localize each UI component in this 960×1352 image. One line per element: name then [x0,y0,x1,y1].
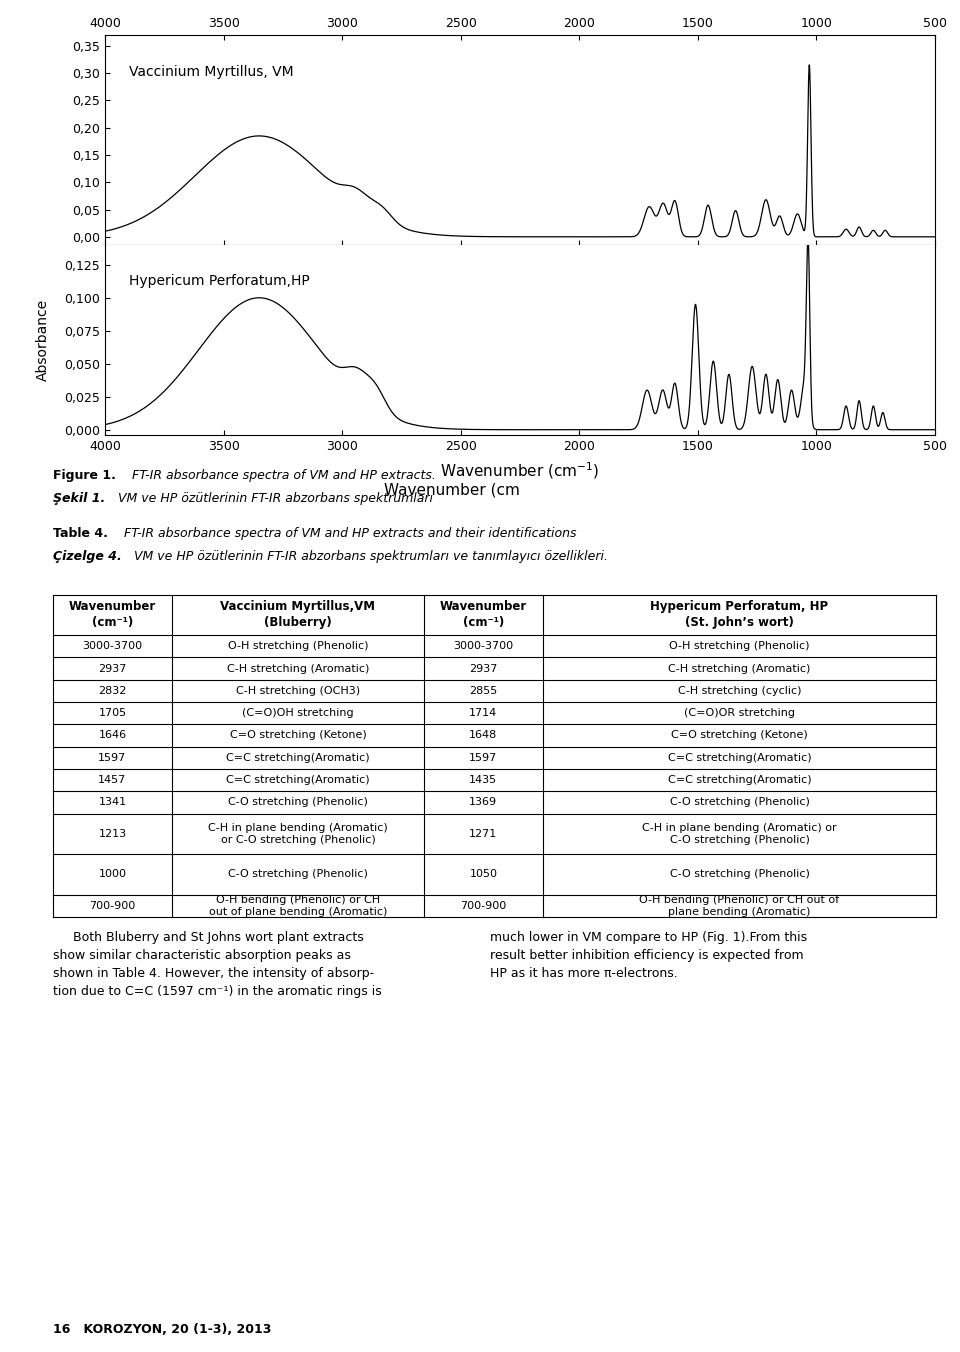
Text: 1000: 1000 [99,869,127,879]
Text: Vaccinium Myrtillus,VM
(Bluberry): Vaccinium Myrtillus,VM (Bluberry) [221,600,375,629]
Text: Wavenumber
(cm⁻¹): Wavenumber (cm⁻¹) [440,600,527,629]
Text: VM ve HP özütlerinin FT-IR abzorbans spektrumları ve tanımlayıcı özellikleri.: VM ve HP özütlerinin FT-IR abzorbans spe… [134,550,609,562]
Text: Hypericum Perforatum, HP
(St. John’s wort): Hypericum Perforatum, HP (St. John’s wor… [651,600,828,629]
Text: 1597: 1597 [469,753,497,763]
Text: C-O stretching (Phenolic): C-O stretching (Phenolic) [228,869,368,879]
Text: Figure 1.: Figure 1. [53,469,115,481]
Text: C=C stretching(Aromatic): C=C stretching(Aromatic) [226,775,370,786]
Text: 2855: 2855 [469,685,497,696]
Text: C-H stretching (cyclic): C-H stretching (cyclic) [678,685,802,696]
Text: FT-IR absorbance spectra of VM and HP extracts and their identifications: FT-IR absorbance spectra of VM and HP ex… [124,527,576,539]
Text: 1341: 1341 [98,798,127,807]
Text: O-H stretching (Phenolic): O-H stretching (Phenolic) [228,641,368,652]
Text: (C=O)OH stretching: (C=O)OH stretching [242,708,353,718]
Text: C=C stretching(Aromatic): C=C stretching(Aromatic) [667,775,811,786]
X-axis label: Wavenumber (cm$^{-1}$): Wavenumber (cm$^{-1}$) [441,460,600,480]
Text: C-O stretching (Phenolic): C-O stretching (Phenolic) [669,869,809,879]
Text: 3000-3700: 3000-3700 [83,641,142,652]
Text: 2832: 2832 [98,685,127,696]
Text: 1705: 1705 [98,708,127,718]
Text: 700-900: 700-900 [460,900,507,911]
Text: C=C stretching(Aromatic): C=C stretching(Aromatic) [667,753,811,763]
Text: 1646: 1646 [98,730,127,741]
Text: Table 4.: Table 4. [53,527,108,539]
Text: 1369: 1369 [469,798,497,807]
Text: C=C stretching(Aromatic): C=C stretching(Aromatic) [226,753,370,763]
Text: 1714: 1714 [469,708,497,718]
Text: 1648: 1648 [469,730,497,741]
Text: C-H stretching (Aromatic): C-H stretching (Aromatic) [227,664,369,673]
Text: Absorbance: Absorbance [36,299,50,381]
Text: 2937: 2937 [469,664,497,673]
Text: C=O stretching (Ketone): C=O stretching (Ketone) [671,730,808,741]
Text: 1213: 1213 [98,829,127,838]
Text: Both Bluberry and St Johns wort plant extracts
show similar characteristic absor: Both Bluberry and St Johns wort plant ex… [53,930,381,998]
Text: (C=O)OR stretching: (C=O)OR stretching [684,708,795,718]
Text: VM ve HP özütlerinin FT-IR abzorbans spektrumları: VM ve HP özütlerinin FT-IR abzorbans spe… [118,492,433,504]
Text: Wavenumber (cm: Wavenumber (cm [384,483,520,498]
Text: Hypericum Perforatum,HP: Hypericum Perforatum,HP [129,274,309,288]
Text: C=O stretching (Ketone): C=O stretching (Ketone) [229,730,367,741]
Text: 700-900: 700-900 [89,900,135,911]
Text: 3000-3700: 3000-3700 [453,641,514,652]
Text: 1435: 1435 [469,775,497,786]
Text: 1050: 1050 [469,869,497,879]
Text: 16   KOROZYON, 20 (1-3), 2013: 16 KOROZYON, 20 (1-3), 2013 [53,1322,271,1336]
Text: C-O stretching (Phenolic): C-O stretching (Phenolic) [228,798,368,807]
Text: Vaccinium Myrtillus, VM: Vaccinium Myrtillus, VM [129,65,294,78]
Text: C-O stretching (Phenolic): C-O stretching (Phenolic) [669,798,809,807]
Text: 1457: 1457 [98,775,127,786]
Text: Wavenumber
(cm⁻¹): Wavenumber (cm⁻¹) [69,600,156,629]
Text: C-H stretching (OCH3): C-H stretching (OCH3) [236,685,360,696]
Text: 1597: 1597 [98,753,127,763]
Text: 2937: 2937 [98,664,127,673]
Text: C-H stretching (Aromatic): C-H stretching (Aromatic) [668,664,810,673]
Text: FT-IR absorbance spectra of VM and HP extracts.: FT-IR absorbance spectra of VM and HP ex… [132,469,436,481]
Text: O-H bending (Phenolic) or CH
out of plane bending (Aromatic): O-H bending (Phenolic) or CH out of plan… [208,895,387,917]
Text: Şekil 1.: Şekil 1. [53,492,105,504]
Text: C-H in plane bending (Aromatic)
or C-O stretching (Phenolic): C-H in plane bending (Aromatic) or C-O s… [208,822,388,845]
Text: much lower in VM compare to HP (Fig. 1).From this
result better inhibition effic: much lower in VM compare to HP (Fig. 1).… [490,930,806,979]
Text: C-H in plane bending (Aromatic) or
C-O stretching (Phenolic): C-H in plane bending (Aromatic) or C-O s… [642,822,837,845]
Text: Çizelge 4.: Çizelge 4. [53,550,122,562]
Text: 1271: 1271 [469,829,497,838]
Text: O-H bending (Phenolic) or CH out of
plane bending (Aromatic): O-H bending (Phenolic) or CH out of plan… [639,895,840,917]
Text: O-H stretching (Phenolic): O-H stretching (Phenolic) [669,641,809,652]
